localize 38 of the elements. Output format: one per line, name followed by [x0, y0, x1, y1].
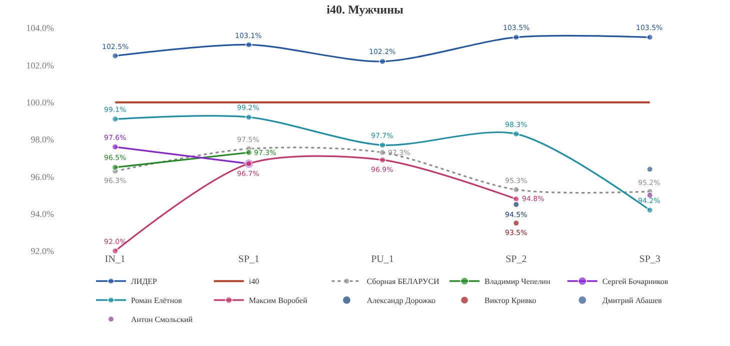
point — [512, 220, 520, 227]
y-tick-label: 92.0% — [30, 246, 54, 256]
point — [646, 34, 654, 41]
legend-label: Сергей Бочарников — [602, 277, 668, 286]
point — [245, 41, 252, 48]
legend-label: Роман Елётнов — [131, 296, 182, 306]
chart-title: i40. Мужчины — [326, 2, 404, 17]
legend-label: Виктор Кривко — [484, 296, 536, 306]
x-tick-label: SP_2 — [506, 254, 527, 265]
legend-label: Сборная БЕЛАРУСИ — [366, 277, 440, 286]
y-tick-label: 94.0% — [30, 208, 54, 219]
point — [112, 52, 119, 60]
point — [112, 248, 119, 254]
legend-label: i40 — [248, 277, 260, 286]
y-tick-label: 104.0% — [26, 23, 54, 34]
y-tick-label: 100.0% — [26, 97, 54, 108]
point — [646, 206, 654, 214]
x-tick-label: SP_3 — [639, 254, 660, 265]
y-tick-label: 98.0% — [30, 134, 54, 145]
legend-label: Дмитрий Абашев — [602, 296, 662, 306]
point — [512, 130, 520, 138]
x-tick-label: PU_1 — [371, 254, 394, 265]
point — [646, 166, 654, 173]
y-tick-label: 96.0% — [30, 172, 54, 182]
y-tick-label: 102.0% — [26, 60, 54, 70]
point — [112, 143, 119, 150]
point — [379, 142, 386, 149]
legend-label: Владимир Чепелин — [484, 277, 551, 286]
legend-label: Антон Смольский — [131, 315, 194, 324]
legend-label: Александр Дорожко — [366, 296, 436, 306]
point — [112, 164, 119, 171]
point — [512, 186, 520, 194]
point — [512, 34, 520, 41]
legend-label: Максим Воробей — [248, 296, 308, 306]
legend-label: ЛИДЕР — [131, 277, 158, 286]
point — [245, 114, 252, 121]
x-tick-label: SP_1 — [238, 254, 260, 265]
x-tick-label: IN_1 — [104, 254, 126, 265]
